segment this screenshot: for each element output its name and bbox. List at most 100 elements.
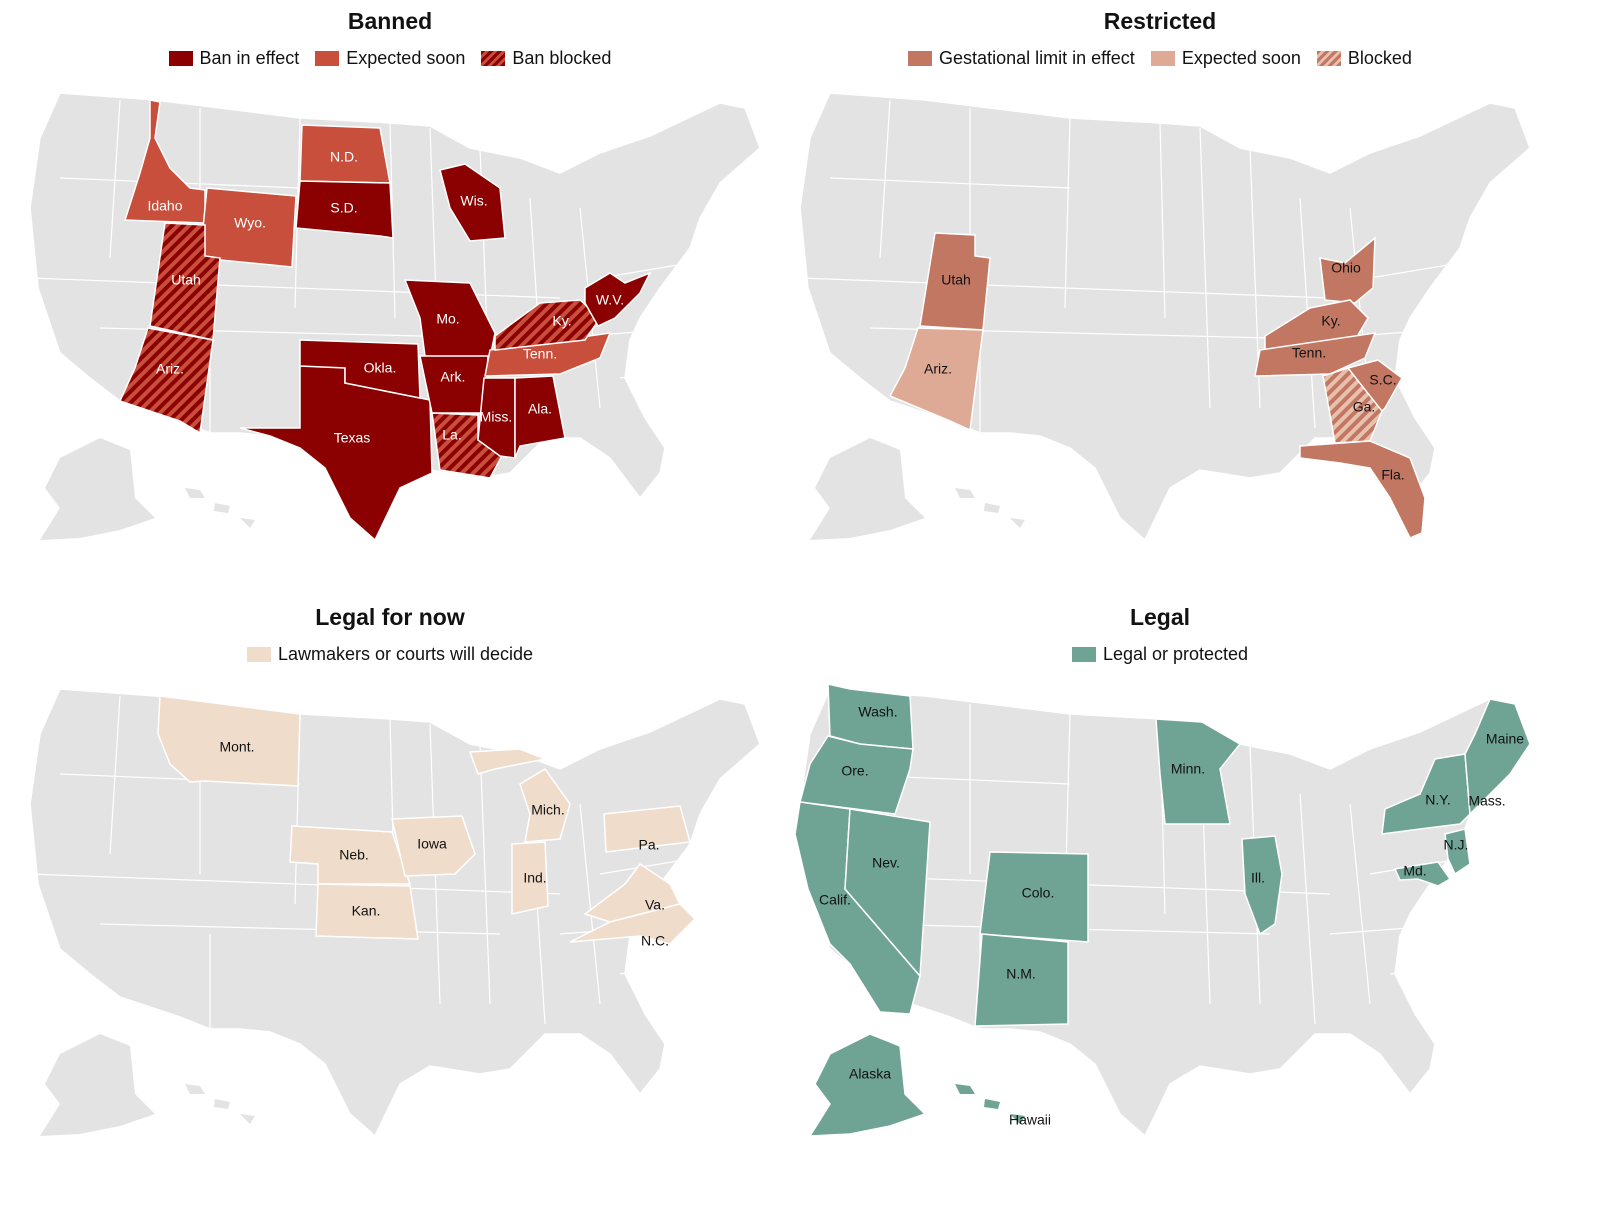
- legend-item: Ban blocked: [481, 48, 611, 69]
- state-arizona: [118, 327, 214, 435]
- state-alaska: [808, 1033, 927, 1137]
- state-label: Va.: [645, 897, 665, 913]
- state-label: W.V.: [596, 292, 624, 308]
- state-label: Ky.: [552, 313, 571, 329]
- legend-label: Gestational limit in effect: [939, 48, 1135, 68]
- state-hawaii: [955, 1084, 1025, 1124]
- state-tennessee: [1254, 332, 1377, 377]
- state-label: N.M.: [1006, 966, 1036, 982]
- panel-banned: Banned Ban in effect Expected soon Ban b…: [0, 0, 780, 590]
- state-label: Wis.: [460, 193, 487, 209]
- legend-item: Legal or protected: [1071, 644, 1249, 665]
- state-label: Okla.: [364, 360, 397, 376]
- legend-item: Blocked: [1316, 48, 1412, 69]
- legend-swatch-gestational-limit: [908, 51, 933, 66]
- state-labels: Idaho Wyo. N.D. S.D. Wis. Utah Ariz. Mo.…: [147, 149, 624, 446]
- state-label: Mass.: [1468, 793, 1505, 809]
- state-labels: Wash. Ore. Calif. Nev. Colo. N.M. Minn. …: [819, 704, 1524, 1128]
- state-idaho: [123, 99, 206, 224]
- state-label: Ore.: [841, 763, 868, 779]
- state-label: Ky.: [1321, 313, 1340, 329]
- state-maryland: [1393, 861, 1452, 887]
- state-utah: [149, 222, 221, 341]
- legend: Ban in effect Expected soon Ban blocked: [0, 48, 780, 69]
- state-iowa: [391, 815, 476, 877]
- state-label: Tenn.: [523, 346, 557, 362]
- state-label: Ind.: [523, 870, 546, 886]
- state-oregon: [799, 735, 914, 815]
- legend-label: Ban blocked: [512, 48, 612, 68]
- hawaii-shape: [185, 488, 255, 528]
- legend-swatch-lawmakers-or-courts: [246, 647, 271, 662]
- state-michigan: [468, 748, 571, 843]
- state-indiana: [511, 841, 549, 915]
- state-label: Utah: [171, 272, 201, 288]
- legend-swatch-ban-in-effect: [168, 51, 193, 66]
- state-nevada: [844, 808, 931, 978]
- state-label: Miss.: [480, 409, 513, 425]
- state-label: Kan.: [352, 903, 381, 919]
- state-minnesota: [1155, 718, 1242, 825]
- us-map: Utah Ariz. Ohio Ky. Tenn. S.C. Ga. Fla.: [799, 92, 1531, 542]
- state-montana: [157, 695, 301, 787]
- alaska-shape: [40, 438, 155, 540]
- state-mississippi: [477, 377, 516, 459]
- state-south-dakota: [295, 180, 394, 239]
- state-label: Nev.: [872, 855, 900, 871]
- state-label: S.C.: [1369, 372, 1396, 388]
- legend-swatch-expected-soon: [315, 51, 340, 66]
- legend: Gestational limit in effect Expected soo…: [770, 48, 1550, 69]
- state-pennsylvania: [603, 805, 691, 853]
- state-label: Ark.: [441, 369, 466, 385]
- state-oklahoma: [299, 339, 421, 399]
- legend-item: Ban in effect: [168, 48, 300, 69]
- state-label: Pa.: [638, 837, 659, 853]
- state-label: Ohio: [1331, 260, 1361, 276]
- state-label: Tenn.: [1292, 345, 1326, 361]
- legend: Lawmakers or courts will decide: [0, 644, 780, 665]
- panel-restricted: Restricted Gestational limit in effect E…: [770, 0, 1550, 590]
- state-label: Utah: [941, 272, 971, 288]
- legend-item: Lawmakers or courts will decide: [246, 644, 533, 665]
- state-utah: [919, 232, 991, 331]
- state-label: Iowa: [417, 836, 447, 852]
- state-new-jersey: [1444, 828, 1471, 876]
- legend-label: Legal or protected: [1102, 644, 1249, 664]
- state-label: Ariz.: [156, 361, 184, 377]
- state-label: Ala.: [528, 401, 552, 417]
- state-colorado: [979, 851, 1089, 943]
- state-label: S.D.: [330, 200, 357, 216]
- legend-label: Ban in effect: [199, 48, 300, 68]
- state-label: Colo.: [1022, 885, 1055, 901]
- legend-item: Expected soon: [315, 48, 465, 69]
- state-label: Maine: [1486, 731, 1524, 747]
- us-map: Idaho Wyo. N.D. S.D. Wis. Utah Ariz. Mo.…: [29, 92, 761, 542]
- alaska-shape: [810, 438, 925, 540]
- legend-label: Expected soon: [1181, 48, 1301, 68]
- panel-legal: Legal Legal or protected Wash. Ore. Cali…: [770, 596, 1550, 1186]
- legend: Legal or protected: [770, 644, 1550, 665]
- legend-label: Expected soon: [346, 48, 466, 68]
- state-labels: Mont. Neb. Kan. Iowa Mich. Ind. Pa. Va. …: [219, 739, 669, 949]
- state-label: N.Y.: [1425, 792, 1450, 808]
- legend-item: Gestational limit in effect: [908, 48, 1135, 69]
- state-labels: Utah Ariz. Ohio Ky. Tenn. S.C. Ga. Fla.: [924, 260, 1405, 483]
- state-ohio: [1319, 236, 1376, 304]
- state-label: Calif.: [819, 892, 851, 908]
- legend-swatch-legal-or-protected: [1071, 647, 1096, 662]
- panel-title: Restricted: [1103, 8, 1217, 34]
- state-label: Minn.: [1171, 761, 1205, 777]
- hawaii-shape: [955, 488, 1025, 528]
- hawaii-shape: [185, 1084, 255, 1124]
- state-label: Ill.: [1251, 870, 1265, 886]
- state-label: Ariz.: [924, 361, 952, 377]
- state-label: Idaho: [147, 198, 182, 214]
- state-label: Mich.: [531, 802, 564, 818]
- state-label: N.D.: [330, 149, 358, 165]
- state-label: Mont.: [219, 739, 254, 755]
- state-arizona: [888, 327, 984, 432]
- panel-title: Legal for now: [315, 604, 465, 630]
- state-label: Hawaii: [1009, 1112, 1051, 1128]
- state-label: Ga.: [1353, 399, 1376, 415]
- state-kansas: [315, 883, 419, 940]
